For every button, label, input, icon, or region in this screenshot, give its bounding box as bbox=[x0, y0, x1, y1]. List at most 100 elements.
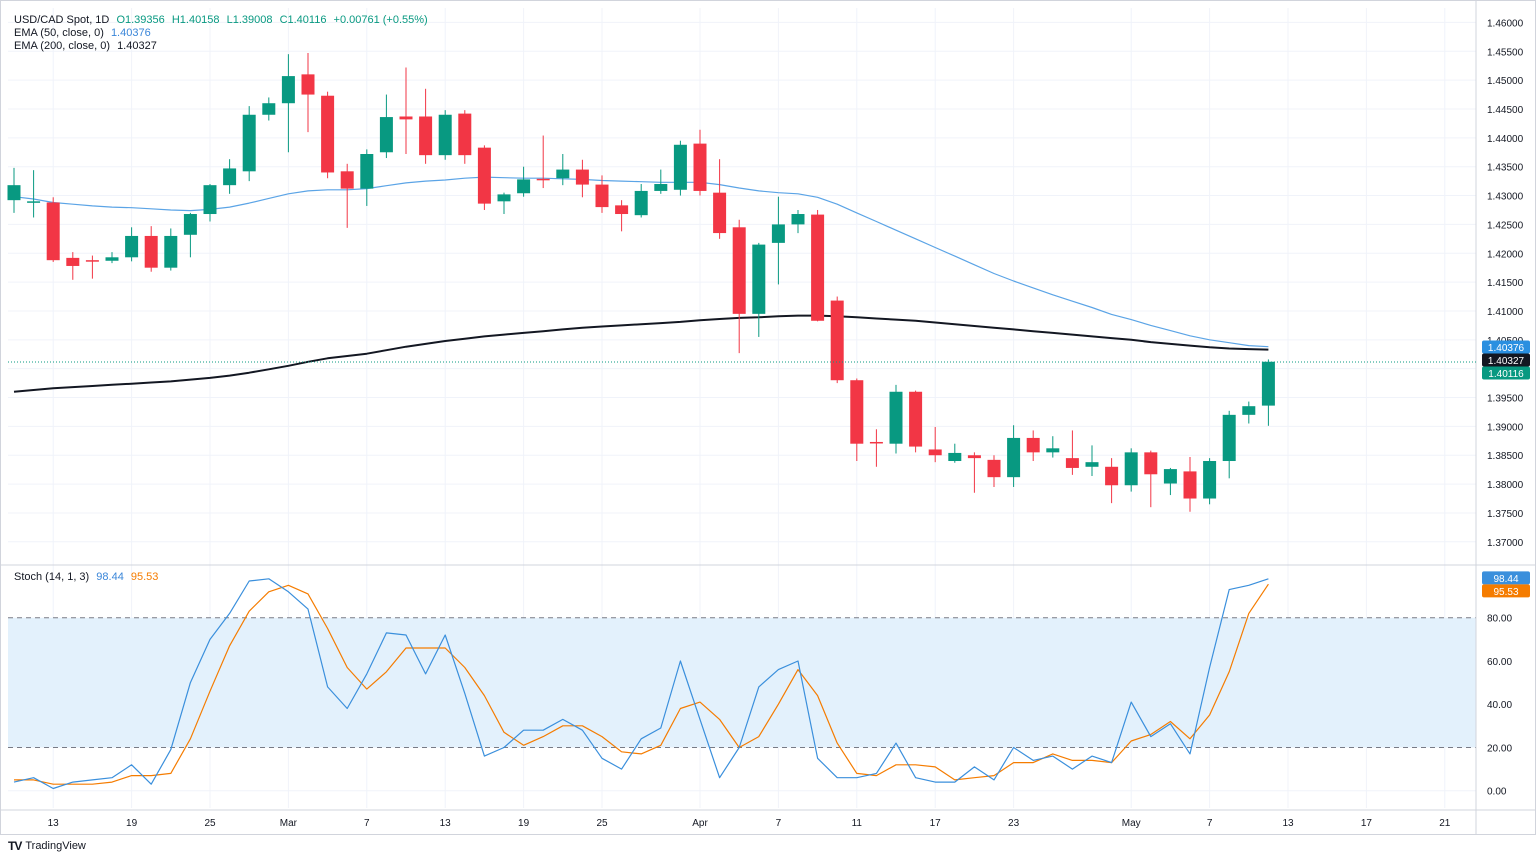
candle[interactable] bbox=[673, 140, 687, 196]
candle-body bbox=[379, 117, 393, 153]
main-ytick-label: 1.39500 bbox=[1487, 394, 1524, 405]
candle-body bbox=[223, 168, 237, 186]
candle[interactable] bbox=[517, 166, 531, 197]
candle-body bbox=[771, 224, 785, 243]
candle[interactable] bbox=[909, 390, 923, 453]
ema200-label[interactable]: EMA (200, close, 0) bbox=[14, 40, 110, 52]
date-tick-label: 11 bbox=[852, 818, 863, 829]
candle[interactable] bbox=[1203, 458, 1217, 505]
candle[interactable] bbox=[634, 184, 648, 218]
candle[interactable] bbox=[379, 94, 393, 159]
price-tag-ema50-bg bbox=[1482, 340, 1530, 354]
candle[interactable] bbox=[1222, 410, 1236, 479]
ema50-series bbox=[13, 176, 1269, 348]
main-ytick-label: 1.37000 bbox=[1487, 538, 1524, 549]
stoch-band bbox=[8, 617, 1476, 748]
candle[interactable] bbox=[144, 226, 158, 272]
candle[interactable] bbox=[223, 159, 237, 194]
candle[interactable] bbox=[654, 169, 668, 194]
candle[interactable] bbox=[66, 252, 80, 280]
ema50-label[interactable]: EMA (50, close, 0) bbox=[14, 27, 104, 39]
candle[interactable] bbox=[1046, 436, 1060, 458]
candle-body bbox=[66, 257, 80, 266]
candle[interactable] bbox=[987, 455, 1001, 487]
candle[interactable] bbox=[830, 296, 844, 384]
candle[interactable] bbox=[1085, 445, 1099, 477]
candle[interactable] bbox=[360, 149, 374, 206]
candle[interactable] bbox=[732, 219, 746, 354]
candle[interactable] bbox=[1144, 450, 1158, 508]
candle[interactable] bbox=[340, 163, 354, 228]
candle[interactable] bbox=[1026, 430, 1040, 462]
candle[interactable] bbox=[419, 88, 433, 164]
candle-body bbox=[164, 235, 178, 268]
candle-body bbox=[575, 169, 589, 185]
candle[interactable] bbox=[399, 67, 413, 155]
candle[interactable] bbox=[850, 378, 864, 462]
candle[interactable] bbox=[46, 197, 60, 262]
candle[interactable] bbox=[1261, 359, 1275, 426]
candle[interactable] bbox=[27, 170, 41, 218]
date-tick-label: 17 bbox=[1361, 818, 1373, 829]
candle[interactable] bbox=[105, 252, 119, 264]
candle[interactable] bbox=[771, 196, 785, 285]
candle[interactable] bbox=[811, 209, 825, 322]
candle[interactable] bbox=[948, 443, 962, 463]
candle[interactable] bbox=[1065, 430, 1079, 475]
candle[interactable] bbox=[615, 200, 629, 232]
candle[interactable] bbox=[125, 227, 139, 262]
candle[interactable] bbox=[438, 110, 452, 160]
candle[interactable] bbox=[7, 167, 21, 213]
candle[interactable] bbox=[967, 452, 981, 493]
stoch-k-line bbox=[13, 578, 1269, 790]
candle-body bbox=[438, 114, 452, 156]
candle[interactable] bbox=[203, 184, 217, 222]
candle[interactable] bbox=[321, 91, 335, 179]
candle[interactable] bbox=[791, 209, 805, 234]
candle[interactable] bbox=[242, 106, 256, 182]
candle[interactable] bbox=[1124, 448, 1138, 492]
date-tick-label: 13 bbox=[48, 818, 60, 829]
candle[interactable] bbox=[1183, 456, 1197, 512]
candle[interactable] bbox=[477, 145, 491, 210]
symbol-label[interactable]: USD/CAD Spot, 1D bbox=[14, 14, 110, 26]
candle[interactable] bbox=[183, 212, 197, 258]
candle-body bbox=[105, 257, 119, 261]
candle-body bbox=[1222, 414, 1236, 462]
candle[interactable] bbox=[262, 97, 276, 121]
candle[interactable] bbox=[869, 429, 883, 467]
candle[interactable] bbox=[889, 384, 903, 454]
candle-body bbox=[458, 113, 472, 156]
candle[interactable] bbox=[536, 135, 550, 189]
date-tick-label: 7 bbox=[1207, 818, 1213, 829]
candle[interactable] bbox=[85, 255, 99, 279]
stoch-tag-D-text: 95.53 bbox=[1493, 587, 1518, 598]
stoch-tag-D: 95.53 bbox=[1482, 584, 1530, 598]
candle-body bbox=[1046, 448, 1060, 453]
price-labels: 1.40376 1.40327 1.40116 98.44 95.53 bbox=[1482, 340, 1530, 598]
candle[interactable] bbox=[1007, 425, 1021, 487]
tradingview-branding[interactable]: TV TradingView bbox=[8, 839, 86, 853]
candle[interactable] bbox=[1163, 467, 1177, 496]
candle[interactable] bbox=[1242, 401, 1256, 424]
date-tick-label: Mar bbox=[280, 818, 298, 829]
candle[interactable] bbox=[752, 242, 766, 337]
candle-body bbox=[1124, 452, 1138, 486]
candle[interactable] bbox=[713, 159, 727, 239]
stoch-label[interactable]: Stoch (14, 1, 3) bbox=[14, 571, 90, 583]
candle[interactable] bbox=[575, 159, 589, 198]
candle[interactable] bbox=[928, 426, 942, 463]
candle[interactable] bbox=[1105, 458, 1119, 504]
ema50-line bbox=[13, 176, 1269, 348]
candle[interactable] bbox=[281, 54, 295, 153]
candle[interactable] bbox=[497, 192, 511, 215]
candle-body bbox=[183, 214, 197, 235]
candle[interactable] bbox=[458, 110, 472, 164]
candle[interactable] bbox=[595, 175, 609, 213]
candle[interactable] bbox=[164, 228, 178, 271]
candle[interactable] bbox=[693, 129, 707, 196]
candle[interactable] bbox=[556, 154, 570, 186]
candle[interactable] bbox=[301, 53, 315, 133]
